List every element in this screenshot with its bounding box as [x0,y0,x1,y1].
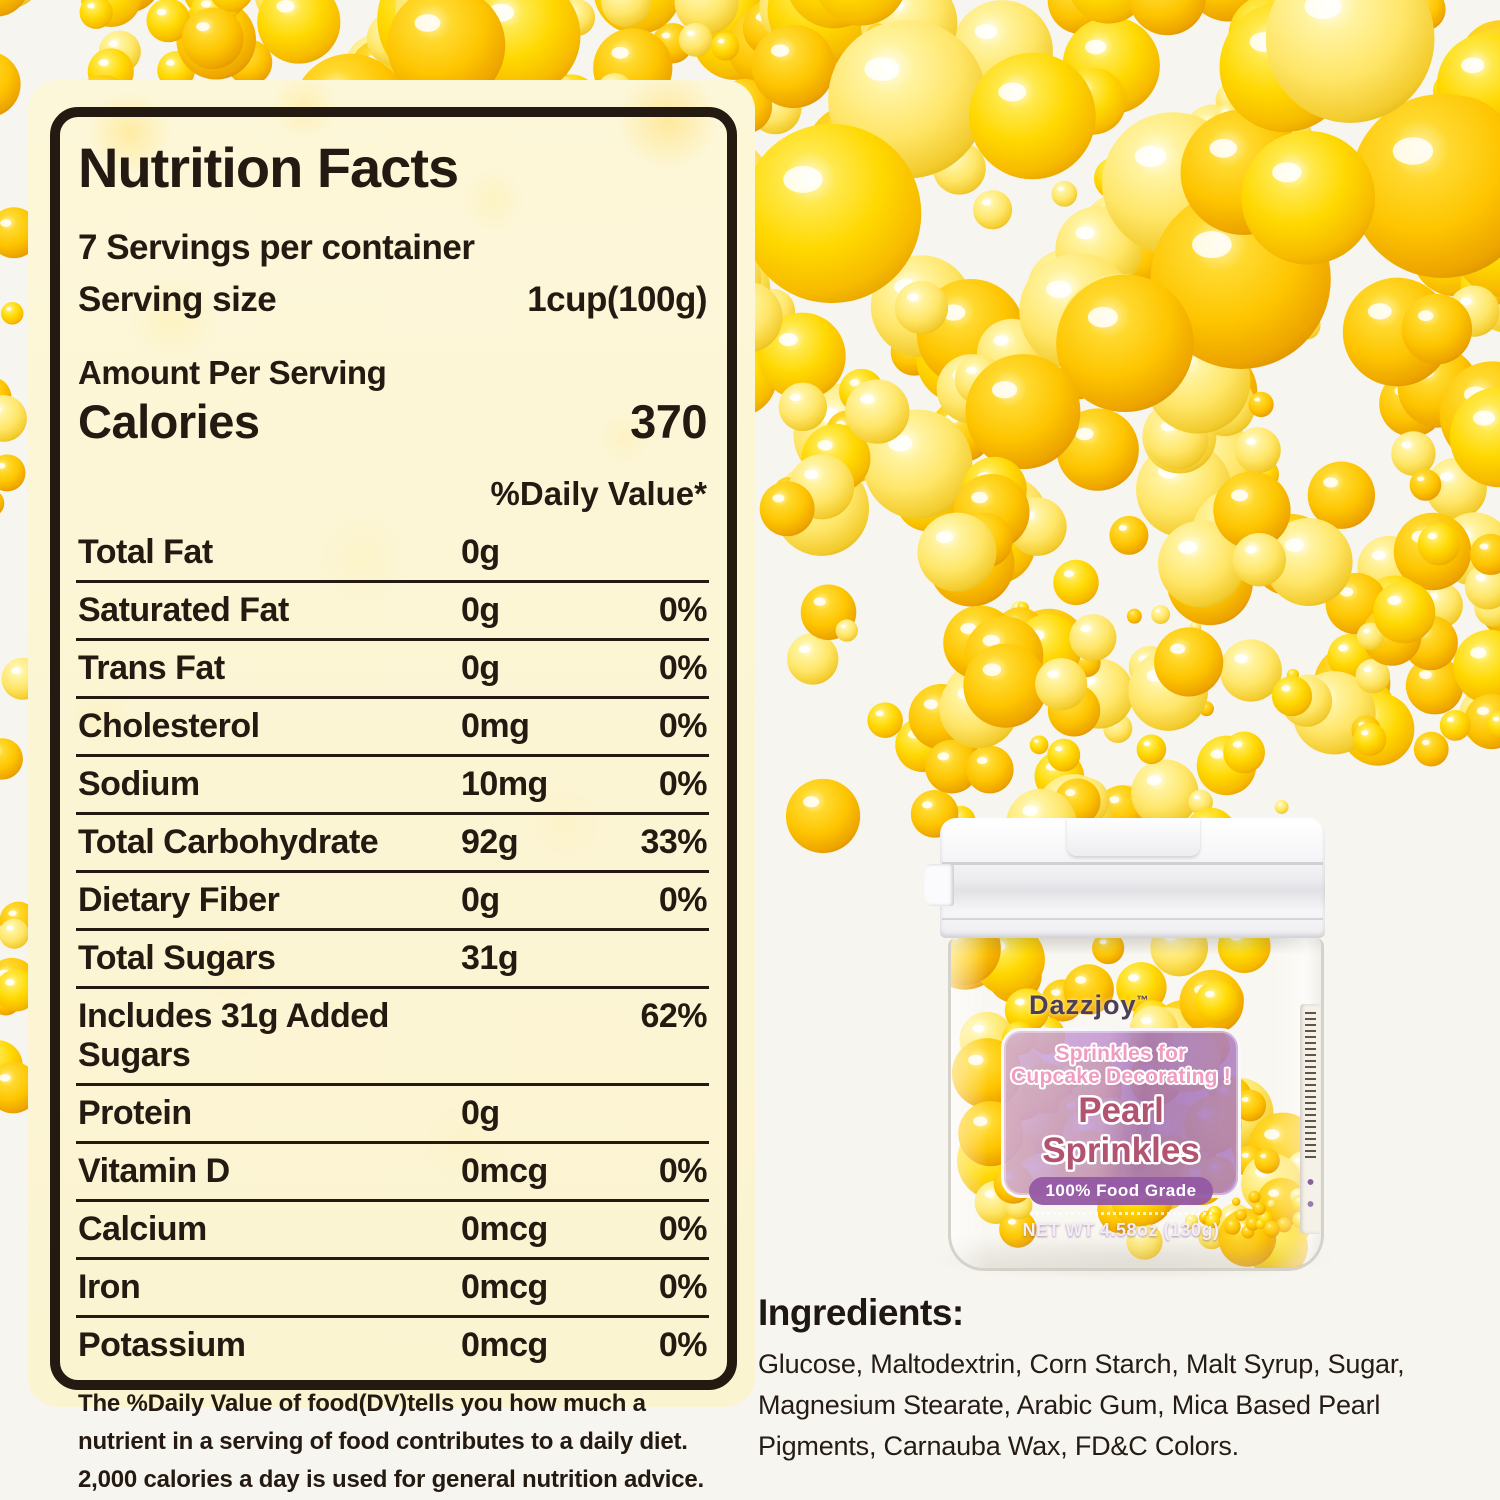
nutrient-amount: 0g [461,649,500,687]
jar-lid [924,818,1325,938]
nutrient-amount: 0g [461,533,500,571]
nutrient-name: Saturated Fat [78,591,289,629]
nutrient-daily-value: 62% [640,997,707,1035]
amount-per-serving-label: Amount Per Serving [78,354,387,391]
nutrient-row: Potassium 0mcg 0% [76,1318,709,1373]
nutrient-row: Iron 0mcg 0% [76,1260,709,1318]
nutrient-amount: 0mcg [461,1326,548,1364]
nutrient-row: Trans Fat 0g 0% [76,641,709,699]
nutrient-amount: 31g [461,939,519,977]
jar-label-tagline-2: Cupcake Decorating ! [1011,1064,1231,1088]
nutrient-rows: Total Fat 0g Saturated Fat 0g 0% Trans F… [76,525,709,1373]
nutrient-row: Calcium 0mcg 0% [76,1202,709,1260]
serving-size-row: Serving size 1cup(100g) [76,274,709,340]
nutrient-name: Dietary Fiber [78,881,280,919]
nutrient-row: Total Fat 0g [76,525,709,583]
calories-label: Calories [78,395,260,448]
jar-front-label: Sprinkles for Cupcake Decorating ! Pearl… [1001,1028,1241,1240]
calories-value: 370 [630,395,707,448]
nutrient-name: Total Fat [78,533,213,571]
nutrient-amount: 0mg [461,707,530,745]
nutrition-facts-border: Nutrition Facts 7 Servings per container… [50,107,737,1493]
nutrient-amount: 0g [461,591,500,629]
nutrient-row: Cholesterol 0mg 0% [76,699,709,757]
nutrient-row: Sodium 10mg 0% [76,757,709,815]
net-weight: NET WT 4.58oz (130g) [1022,1220,1220,1241]
sprinkles-jar: Dazzjoy™ Sprinkles for Cupcake Decoratin… [924,818,1338,1285]
nutrient-row: Dietary Fiber 0g 0% [76,873,709,931]
nutrient-amount: 0mcg [461,1268,548,1306]
nutrient-daily-value: 0% [658,1268,708,1306]
jar-brand: Dazzjoy™ [1029,990,1150,1021]
nutrient-row: Vitamin D 0mcg 0% [76,1144,709,1202]
jar-side-label [1300,1004,1321,1234]
jar-lid-seam [942,862,1323,865]
nutrient-name: Cholesterol [78,707,260,745]
ingredients-section: Ingredients: Glucose, Maltodextrin, Corn… [758,1292,1498,1467]
nutrient-daily-value: 33% [640,823,707,861]
nutrient-name: Vitamin D [78,1152,230,1190]
nutrient-amount: 0mcg [461,1210,548,1248]
nutrient-daily-value: 0% [658,591,708,629]
serving-size-label: Serving size [78,280,277,319]
nutrient-amount: 0mcg [461,1152,548,1190]
nutrient-name: Total Sugars [78,939,276,977]
nutrition-title: Nutrition Facts [78,136,459,199]
nutrient-daily-value: 0% [658,649,708,687]
ingredients-heading: Ingredients: [758,1292,964,1333]
daily-value-footnote: The %Daily Value of food(DV)tells you ho… [78,1390,704,1493]
servings-per-container: 7 Servings per container [78,228,475,267]
jar-product-name: Pearl Sprinkles [1042,1091,1200,1171]
nutrient-daily-value: 0% [658,707,708,745]
nutrient-row: Protein 0g [76,1086,709,1144]
jar-lid-flip-cap [1067,818,1200,856]
nutrient-amount: 92g [461,823,519,861]
nutrient-row: Includes 31g Added Sugars 62% [76,989,709,1086]
nutrient-amount: 10mg [461,765,548,803]
daily-value-header: %Daily Value* [490,475,707,512]
nutrient-row: Total Carbohydrate 92g 33% [76,815,709,873]
trademark-symbol: ™ [1136,993,1150,1007]
nutrient-daily-value: 0% [658,881,708,919]
nutrient-daily-value: 0% [658,765,708,803]
nutrient-name: Includes 31g Added Sugars [78,997,389,1074]
nutrient-row: Saturated Fat 0g 0% [76,583,709,641]
ingredients-text: Glucose, Maltodextrin, Corn Starch, Malt… [758,1349,1405,1462]
nutrient-name: Total Carbohydrate [78,823,379,861]
jar-lid-seam [942,918,1323,920]
jar-lid-tab [924,864,954,906]
serving-size-value: 1cup(100g) [527,280,707,319]
nutrient-name: Trans Fat [78,649,225,687]
nutrition-facts-label: Nutrition Facts 7 Servings per container… [28,80,755,1493]
nutrient-name: Protein [78,1094,192,1132]
nutrient-daily-value: 0% [658,1326,708,1364]
nutrient-name: Sodium [78,765,200,803]
nutrient-amount: 0g [461,881,500,919]
nutrient-daily-value: 0% [658,1210,708,1248]
nutrient-name: Iron [78,1268,141,1306]
nutrient-row: Total Sugars 31g [76,931,709,989]
nutrient-daily-value: 0% [658,1152,708,1190]
nutrient-amount: 0g [461,1094,500,1132]
jar-body: Dazzjoy™ Sprinkles for Cupcake Decoratin… [948,938,1324,1271]
dotted-divider [1029,1212,1213,1216]
calories-row: Calories 370 [76,392,709,461]
food-grade-badge: 100% Food Grade [1029,1177,1213,1206]
nutrient-name: Calcium [78,1210,207,1248]
jar-label-tagline-1: Sprinkles for [1055,1042,1187,1065]
nutrient-name: Potassium [78,1326,246,1364]
brand-name: Dazzjoy [1029,990,1137,1020]
